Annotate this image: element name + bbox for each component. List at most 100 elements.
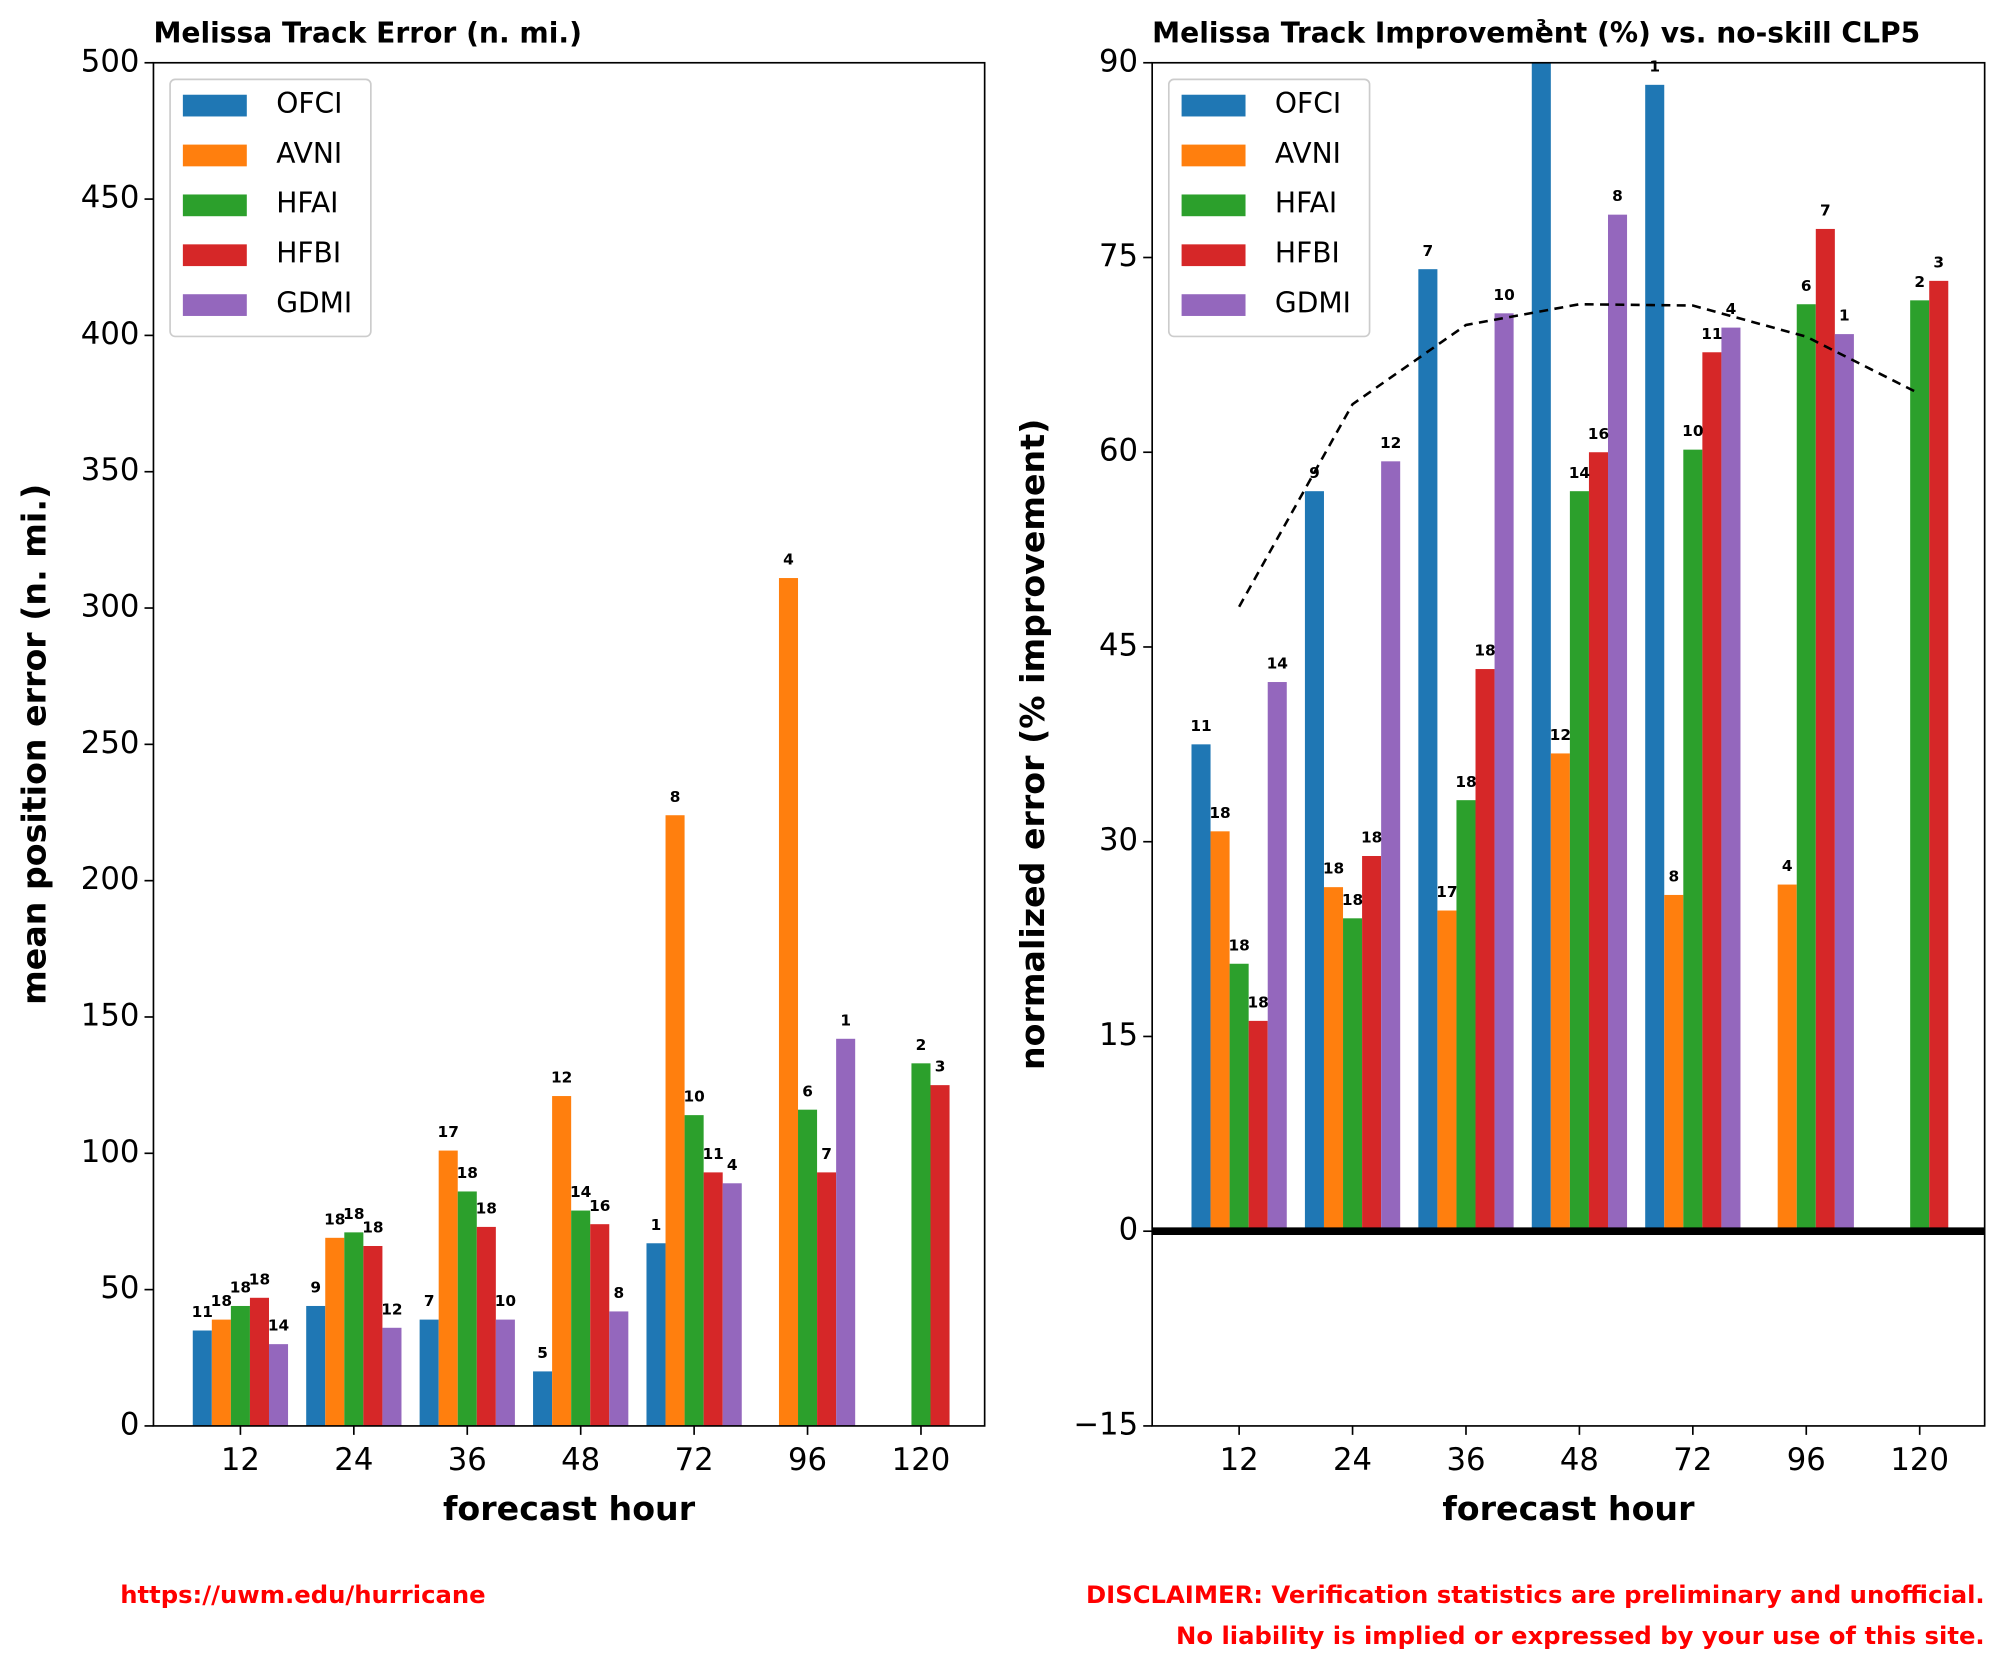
bar bbox=[306, 1305, 326, 1426]
x-tick-label: 36 bbox=[1446, 1443, 1485, 1478]
footer-url: https://uwm.edu/hurricane bbox=[120, 1580, 485, 1609]
bar bbox=[325, 1237, 345, 1426]
x-tick-label: 24 bbox=[334, 1443, 373, 1478]
y-tick-label: 50 bbox=[100, 1271, 139, 1306]
bar bbox=[438, 1150, 458, 1426]
y-tick-label: 500 bbox=[81, 44, 140, 79]
value-label: 12 bbox=[1550, 726, 1571, 744]
axes-frame bbox=[1151, 61, 1986, 1427]
y-tick-label: 45 bbox=[1099, 628, 1138, 663]
bar bbox=[1815, 228, 1835, 1232]
value-label: 10 bbox=[683, 1088, 704, 1106]
bar bbox=[1210, 831, 1230, 1232]
bar bbox=[1683, 449, 1703, 1232]
y-tick-label: 0 bbox=[120, 1407, 140, 1442]
legend-label: OFCI bbox=[1275, 87, 1341, 120]
value-label: 8 bbox=[1612, 187, 1623, 205]
value-label: 18 bbox=[1455, 773, 1476, 791]
bar bbox=[684, 1115, 704, 1426]
bar bbox=[495, 1319, 515, 1426]
legend-label: HFAI bbox=[1275, 187, 1337, 220]
value-label: 14 bbox=[1569, 464, 1590, 482]
bar bbox=[1475, 669, 1495, 1232]
x-tick-label: 120 bbox=[892, 1443, 951, 1478]
value-label: 18 bbox=[1228, 936, 1249, 954]
value-label: 16 bbox=[589, 1197, 610, 1215]
bar bbox=[1607, 214, 1628, 1232]
bar bbox=[1304, 491, 1324, 1232]
value-label: 1 bbox=[840, 1011, 851, 1029]
disclaimer: No liability is implied or expressed by … bbox=[1176, 1621, 1985, 1650]
value-label: 1 bbox=[651, 1216, 662, 1234]
value-label: 4 bbox=[783, 551, 794, 569]
x-tick-label: 12 bbox=[221, 1443, 260, 1478]
value-label: 8 bbox=[613, 1284, 624, 1302]
value-label: 7 bbox=[1423, 242, 1434, 260]
value-label: 18 bbox=[1474, 642, 1495, 660]
bar bbox=[1721, 327, 1741, 1232]
bar bbox=[1702, 352, 1722, 1232]
value-label: 8 bbox=[670, 788, 681, 806]
value-label: 14 bbox=[1267, 655, 1288, 673]
value-label: 2 bbox=[916, 1036, 927, 1054]
y-tick-label: 200 bbox=[81, 862, 140, 897]
bar bbox=[1323, 887, 1344, 1232]
value-label: 11 bbox=[192, 1303, 213, 1321]
y-tick-label: 250 bbox=[81, 726, 140, 761]
x-tick-label: 48 bbox=[1560, 1443, 1599, 1478]
plot-area bbox=[192, 578, 950, 1426]
bar bbox=[1191, 744, 1211, 1232]
bar bbox=[722, 1183, 742, 1426]
legend-swatch bbox=[1181, 194, 1246, 217]
value-label: 18 bbox=[1342, 891, 1363, 909]
value-label: 9 bbox=[310, 1279, 321, 1297]
bar bbox=[778, 578, 799, 1426]
value-label: 10 bbox=[495, 1292, 516, 1310]
bar bbox=[1267, 682, 1287, 1232]
y-tick-label: 100 bbox=[81, 1135, 140, 1170]
bar bbox=[363, 1245, 383, 1426]
chart-title: Melissa Track Error (n. mi.) bbox=[153, 17, 581, 50]
bar bbox=[1248, 1020, 1268, 1232]
x-tick-label: 36 bbox=[448, 1443, 487, 1478]
legend-swatch bbox=[182, 294, 247, 316]
bar bbox=[552, 1096, 572, 1426]
legend-swatch bbox=[182, 194, 247, 217]
value-label: 18 bbox=[476, 1200, 497, 1218]
value-label: 18 bbox=[249, 1270, 270, 1288]
bar bbox=[609, 1311, 629, 1426]
bar bbox=[1910, 300, 1930, 1232]
value-label: 4 bbox=[1782, 857, 1793, 875]
bar bbox=[192, 1330, 212, 1426]
y-tick-label: 400 bbox=[81, 317, 140, 352]
value-label: 18 bbox=[230, 1279, 251, 1297]
value-label: 4 bbox=[1726, 300, 1737, 318]
value-label: 7 bbox=[821, 1145, 832, 1163]
value-label: 11 bbox=[1701, 325, 1722, 343]
x-tick-label: 24 bbox=[1333, 1443, 1372, 1478]
plot-area bbox=[1191, 62, 1949, 1232]
x-tick-label: 12 bbox=[1220, 1443, 1259, 1478]
axes-frame bbox=[152, 61, 986, 1427]
legend-label: GDMI bbox=[276, 286, 352, 319]
value-label: 6 bbox=[1801, 277, 1812, 295]
bar bbox=[1381, 461, 1401, 1232]
bar bbox=[249, 1297, 269, 1426]
y-tick-label: 15 bbox=[1099, 1018, 1138, 1053]
value-label: 8 bbox=[1668, 868, 1679, 886]
bar bbox=[1437, 910, 1457, 1232]
bar bbox=[703, 1172, 723, 1426]
legend-swatch bbox=[182, 144, 247, 167]
legend-label: GDMI bbox=[1275, 286, 1351, 319]
legend-box bbox=[1167, 78, 1371, 338]
y-tick-label: 450 bbox=[81, 181, 140, 216]
bar bbox=[798, 1109, 818, 1426]
x-tick-label: 48 bbox=[561, 1443, 600, 1478]
value-label: 4 bbox=[727, 1156, 738, 1174]
legend-swatch bbox=[1181, 144, 1246, 167]
y-axis-label: mean position error (n. mi.) bbox=[14, 484, 53, 1005]
bar bbox=[911, 1063, 931, 1426]
bar bbox=[533, 1371, 553, 1426]
reference-line bbox=[1238, 302, 1921, 608]
